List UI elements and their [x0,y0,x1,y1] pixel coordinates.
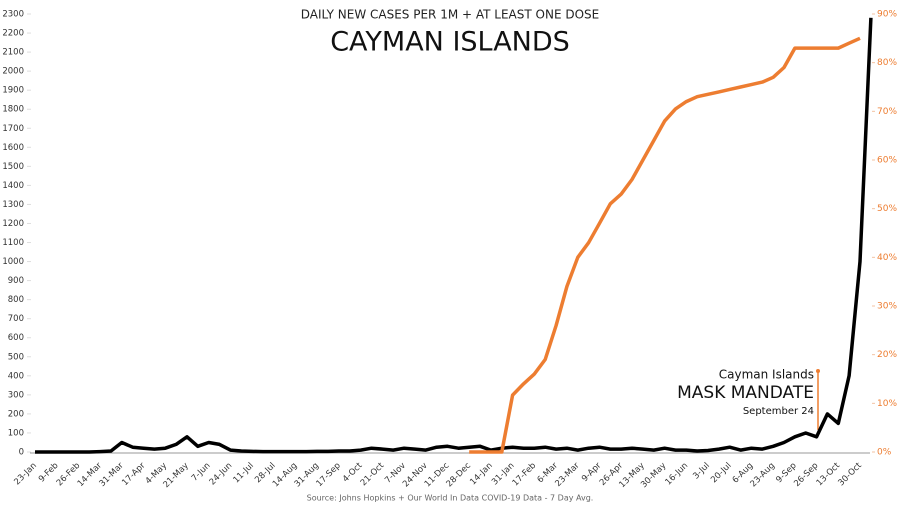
y-tick-label: 2100 [2,48,24,58]
y-tick-label: 700 [8,314,24,324]
x-tick-label: 14-Jan [468,461,494,487]
y2-tick-label: 10% [877,399,897,409]
y2-tick-label: 60% [877,156,897,166]
y-tick-label: 1600 [2,143,24,153]
source-note: Source: Johns Hopkins + Our World In Dat… [307,494,594,503]
x-tick-label: 21-Oct [359,460,387,488]
annotation-text: Cayman Islands [719,368,814,382]
x-tick-label: 17-Sep [315,461,343,489]
y2-tick-label: 90% [877,10,897,20]
x-tick-label: 23-Jan [12,461,38,487]
chart-title: CAYMAN ISLANDS [330,27,570,58]
x-tick-label: 17-Feb [511,461,539,489]
y-tick-label: 2200 [2,29,24,39]
y-tick-label: 300 [8,390,24,400]
annotation-dot [816,369,820,373]
y2-tick-label: 30% [877,302,897,312]
x-tick-label: 24-Jun [208,461,235,488]
y-tick-label: 1500 [2,162,24,172]
y-tick-label: 1100 [2,238,24,248]
y-tick-label: 900 [8,276,24,286]
y2-tick-label: 50% [877,204,897,214]
x-tick-label: 31-Mar [98,460,127,489]
y-tick-label: 1000 [2,257,24,267]
x-tick-label: 16-Jun [664,461,691,488]
y-tick-label: 200 [8,409,24,419]
y-tick-label: 1400 [2,181,24,191]
y-tick-label: 600 [8,333,24,343]
y-tick-label: 1300 [2,200,24,210]
y-tick-label: 0 [19,448,24,458]
x-tick-label: 23-Aug [749,461,777,489]
annotation-text: MASK MANDATE [677,383,814,403]
y-tick-label: 2300 [2,10,24,20]
y-tick-label: 1200 [2,219,24,229]
series-line [35,17,873,454]
x-tick-label: 11-Jul [232,461,256,485]
x-tick-label: 23-Mar [553,460,582,489]
series-line [469,36,861,454]
x-tick-label: 17-Apr [120,460,148,488]
x-tick-label: 28-Dec [445,461,474,490]
x-tick-label: 26-Sep [792,461,820,489]
y2-tick-label: 40% [877,253,897,263]
y-tick-label: 1900 [2,86,24,96]
y-tick-label: 500 [8,352,24,362]
y-tick-label: 800 [8,295,24,305]
y2-tick-label: 80% [877,58,897,68]
y-tick-label: 100 [8,428,24,438]
y-tick-label: 1800 [2,105,24,115]
y2-tick-label: 0% [877,448,892,458]
y-tick-label: 1700 [2,124,24,134]
y-tick-label: 2000 [2,67,24,77]
y2-tick-label: 20% [877,350,897,360]
annotation-text: September 24 [743,406,814,417]
y2-tick-label: 70% [877,107,897,117]
chart-subtitle: DAILY NEW CASES PER 1M + AT LEAST ONE DO… [301,8,599,22]
x-tick-label: 20-Jul [709,461,733,485]
y-tick-label: 400 [8,371,24,381]
x-tick-label: 30-Oct [836,460,864,488]
